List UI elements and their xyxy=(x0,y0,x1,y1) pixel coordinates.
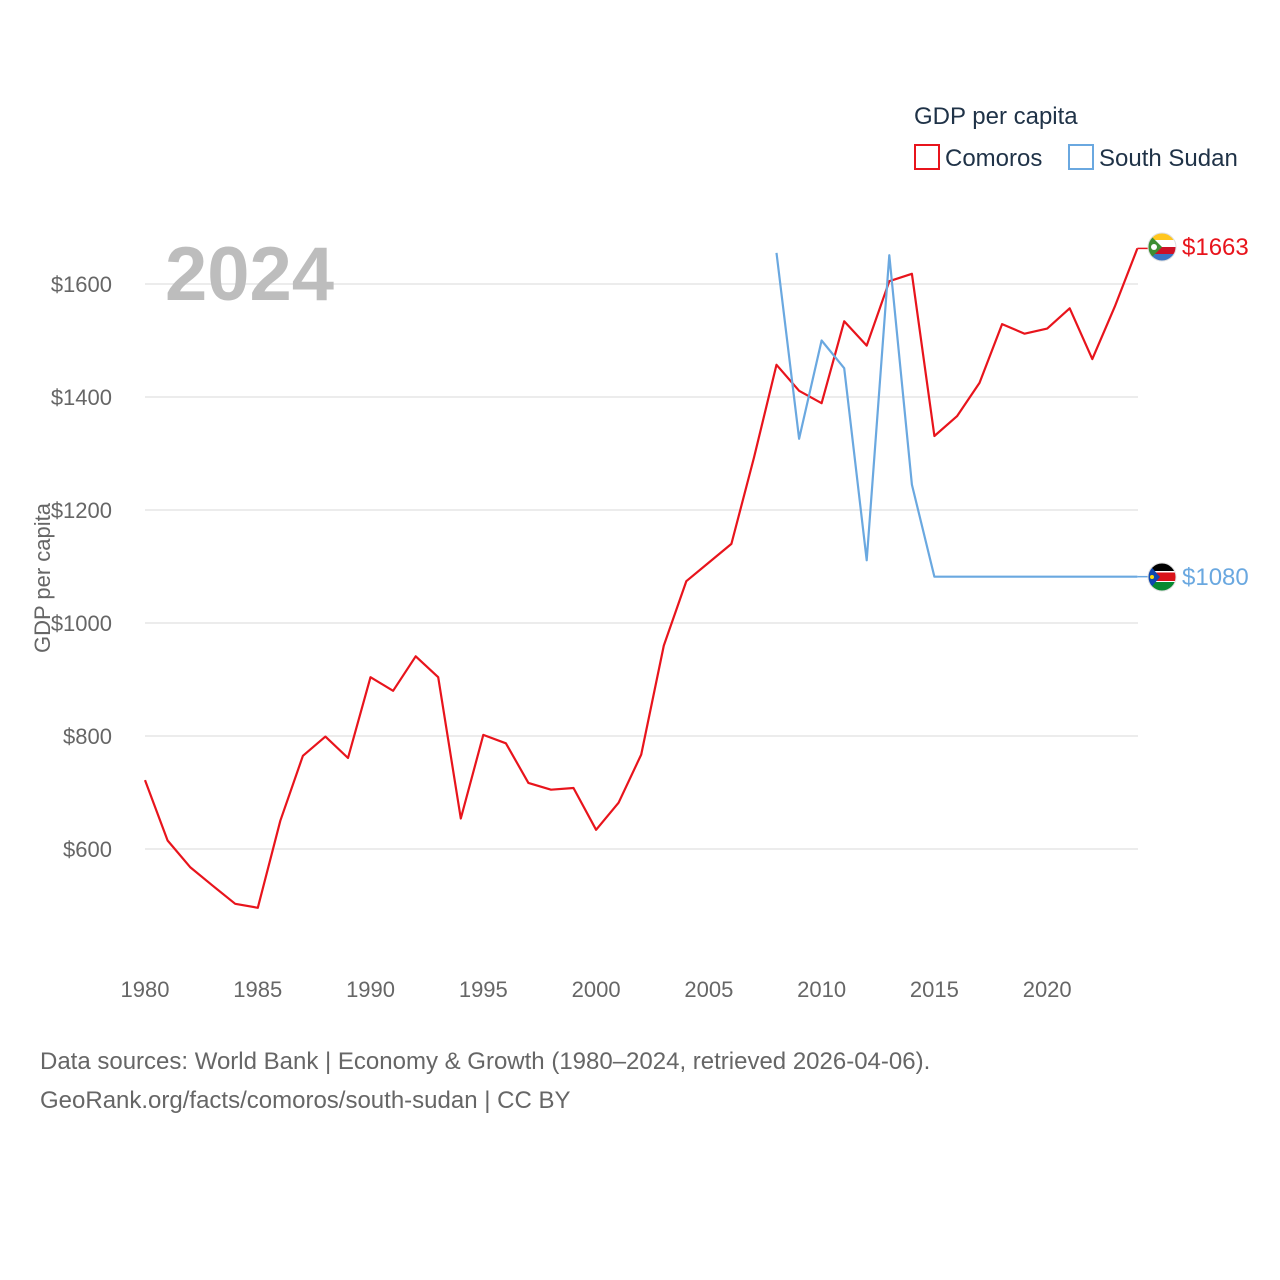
south-sudan-flag-icon xyxy=(1147,562,1177,592)
gridlines xyxy=(145,283,1138,850)
y-tick-label: $600 xyxy=(63,837,112,862)
end-label-south-sudan: $1080 xyxy=(1182,564,1249,591)
x-tick-label: 2010 xyxy=(797,977,846,1002)
y-tick-label: $1200 xyxy=(51,498,112,523)
y-tick-label: $1400 xyxy=(51,385,112,410)
y-tick-label: $1000 xyxy=(51,611,112,636)
y-axis-title: GDP per capita xyxy=(30,502,55,653)
legend-title: GDP per capita xyxy=(914,103,1078,130)
x-tick-label: 1985 xyxy=(233,977,282,1002)
end-label-comoros: $1663 xyxy=(1182,234,1249,261)
attribution-link[interactable]: GeoRank.org/facts/comoros/south-sudan | … xyxy=(40,1087,570,1114)
x-tick-label: 1995 xyxy=(459,977,508,1002)
series-line-comoros[interactable] xyxy=(143,248,1139,909)
x-tick-label: 2020 xyxy=(1023,977,1072,1002)
comoros-flag-icon xyxy=(1147,232,1177,262)
x-tick-label: 2000 xyxy=(572,977,621,1002)
y-axis-ticks: $600 $800 $1000 $1200 $1400 $1600 xyxy=(51,272,112,862)
x-tick-label: 1980 xyxy=(121,977,170,1002)
x-axis-ticks: 1980 1985 1990 1995 2000 2005 2010 2015 2020 xyxy=(121,977,1072,1002)
legend-label-south-sudan[interactable]: South Sudan xyxy=(1099,145,1238,172)
legend-swatch-comoros xyxy=(914,144,940,170)
x-tick-label: 1990 xyxy=(346,977,395,1002)
legend-swatch-south-sudan xyxy=(1068,144,1094,170)
series-lines xyxy=(143,247,1148,909)
data-source-note: Data sources: World Bank | Economy & Gro… xyxy=(40,1048,930,1075)
y-tick-label: $1600 xyxy=(51,272,112,297)
legend-label-comoros[interactable]: Comoros xyxy=(945,145,1042,172)
x-tick-label: 2015 xyxy=(910,977,959,1002)
x-tick-label: 2005 xyxy=(684,977,733,1002)
y-tick-label: $800 xyxy=(63,724,112,749)
year-stamp: 2024 xyxy=(165,232,334,317)
series-line-south-sudan[interactable] xyxy=(775,252,1138,578)
